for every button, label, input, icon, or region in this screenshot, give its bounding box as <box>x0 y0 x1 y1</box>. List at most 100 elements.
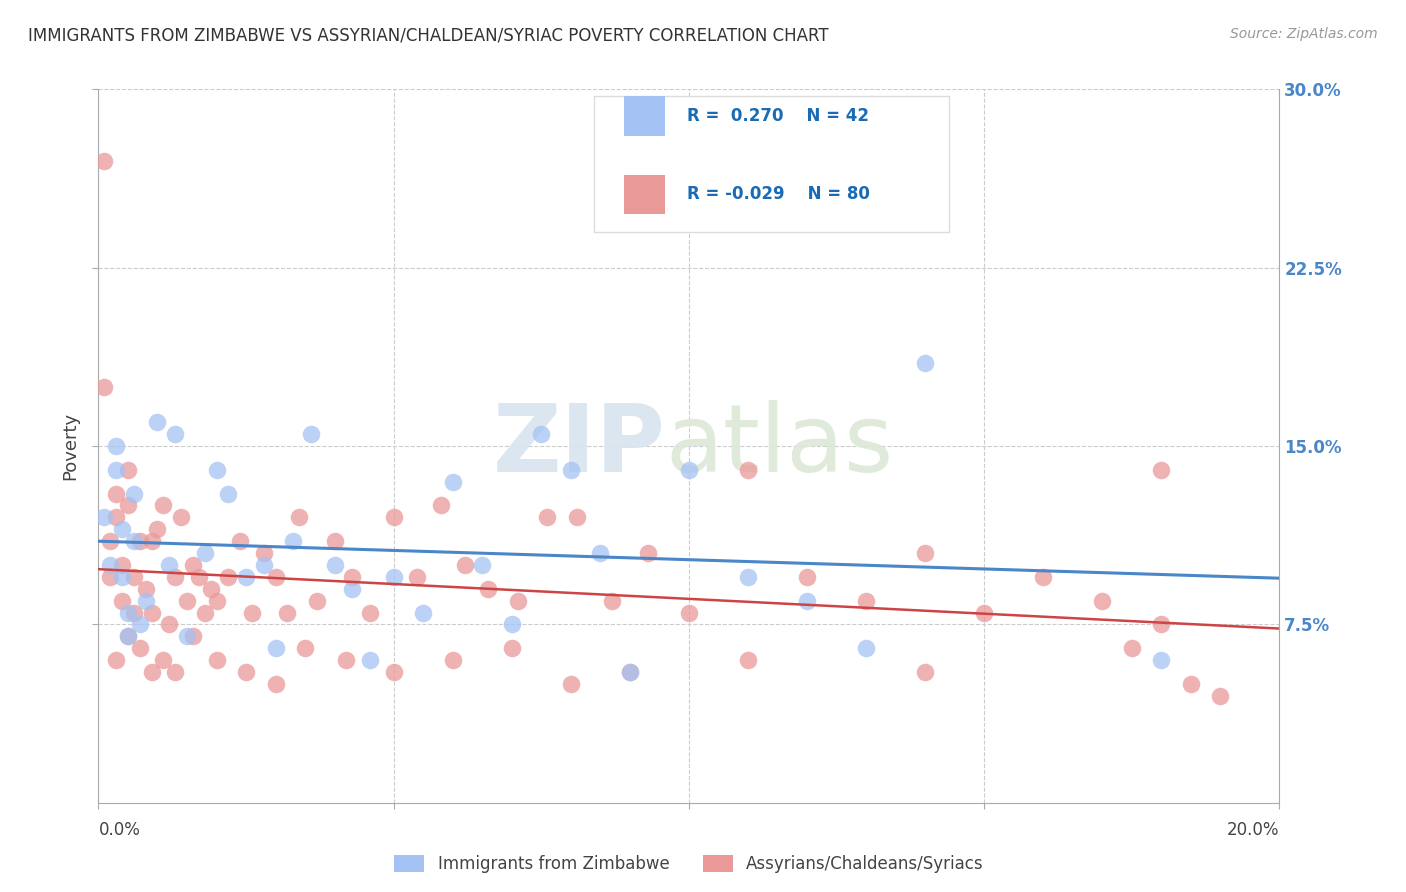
Point <box>342 570 364 584</box>
Point <box>146 522 169 536</box>
Point <box>560 463 582 477</box>
Point <box>283 534 305 549</box>
Point <box>93 510 115 524</box>
Point <box>382 665 405 679</box>
Point <box>93 379 115 393</box>
Point <box>157 558 180 572</box>
Point <box>1121 641 1143 656</box>
Point <box>165 427 187 442</box>
Point <box>536 510 558 524</box>
Point <box>565 510 588 524</box>
Point <box>235 665 257 679</box>
Point <box>305 593 328 607</box>
Point <box>619 665 641 679</box>
Point <box>1209 689 1232 703</box>
Point <box>194 606 217 620</box>
Point <box>1150 463 1173 477</box>
Point <box>152 653 174 667</box>
Point <box>176 593 198 607</box>
Point <box>530 427 553 442</box>
Point <box>1091 593 1114 607</box>
Point <box>105 510 128 524</box>
Point <box>122 534 145 549</box>
Point <box>165 570 187 584</box>
Point <box>135 582 157 596</box>
Point <box>117 629 139 643</box>
Point <box>187 570 209 584</box>
Point <box>117 463 139 477</box>
Point <box>264 677 287 691</box>
Text: atlas: atlas <box>665 400 894 492</box>
Point <box>288 510 311 524</box>
Point <box>165 665 187 679</box>
Point <box>122 606 145 620</box>
Point <box>264 641 287 656</box>
Point <box>105 653 128 667</box>
Point <box>205 653 228 667</box>
Point <box>600 593 623 607</box>
Point <box>229 534 252 549</box>
Point <box>441 475 464 489</box>
Point <box>111 558 134 572</box>
Point <box>471 558 494 572</box>
Point <box>240 606 263 620</box>
Point <box>737 570 759 584</box>
Text: R =  0.270    N = 42: R = 0.270 N = 42 <box>686 107 869 125</box>
Point <box>406 570 429 584</box>
Point <box>194 546 217 560</box>
Point <box>855 593 877 607</box>
Point <box>914 665 936 679</box>
Point <box>560 677 582 691</box>
Point <box>205 463 228 477</box>
Point <box>253 546 276 560</box>
Point <box>135 593 157 607</box>
Point <box>93 153 115 168</box>
Point <box>382 510 405 524</box>
Point <box>235 570 257 584</box>
Point <box>323 558 346 572</box>
Point <box>1032 570 1054 584</box>
Point <box>253 558 276 572</box>
Point <box>117 629 139 643</box>
Point <box>501 641 523 656</box>
Point <box>412 606 434 620</box>
Point <box>430 499 453 513</box>
Point <box>501 617 523 632</box>
Point <box>128 617 150 632</box>
Point <box>359 606 381 620</box>
Point <box>122 570 145 584</box>
FancyBboxPatch shape <box>624 96 665 136</box>
Point <box>276 606 298 620</box>
Point <box>141 606 163 620</box>
Point <box>170 510 193 524</box>
Point <box>342 582 364 596</box>
Point <box>122 486 145 500</box>
Point <box>453 558 475 572</box>
Point <box>181 629 204 643</box>
Point <box>506 593 529 607</box>
Point <box>441 653 464 667</box>
Point <box>359 653 381 667</box>
FancyBboxPatch shape <box>624 175 665 214</box>
Point <box>205 593 228 607</box>
Text: IMMIGRANTS FROM ZIMBABWE VS ASSYRIAN/CHALDEAN/SYRIAC POVERTY CORRELATION CHART: IMMIGRANTS FROM ZIMBABWE VS ASSYRIAN/CHA… <box>28 27 828 45</box>
Point <box>1150 653 1173 667</box>
Point <box>589 546 612 560</box>
Point <box>335 653 357 667</box>
Point <box>619 665 641 679</box>
Point <box>678 606 700 620</box>
Point <box>323 534 346 549</box>
Legend: Immigrants from Zimbabwe, Assyrians/Chaldeans/Syriacs: Immigrants from Zimbabwe, Assyrians/Chal… <box>388 848 990 880</box>
Point <box>678 463 700 477</box>
Point <box>105 486 128 500</box>
Point <box>914 546 936 560</box>
Text: R = -0.029    N = 80: R = -0.029 N = 80 <box>686 186 869 203</box>
Point <box>181 558 204 572</box>
Point <box>111 570 134 584</box>
Point <box>1180 677 1202 691</box>
Text: ZIP: ZIP <box>492 400 665 492</box>
Point <box>294 641 316 656</box>
Point <box>141 665 163 679</box>
Point <box>128 534 150 549</box>
Point <box>796 570 818 584</box>
